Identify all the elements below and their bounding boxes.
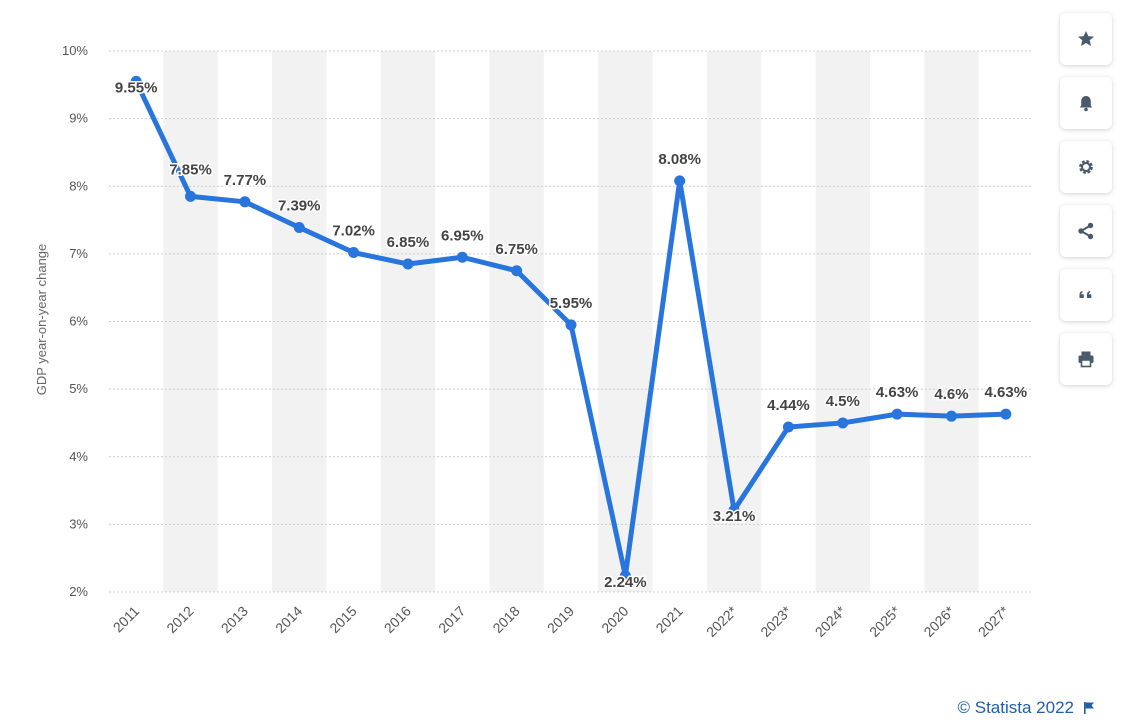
share-icon bbox=[1078, 222, 1094, 240]
data-point bbox=[293, 222, 305, 234]
x-tick-label: 2021 bbox=[652, 603, 685, 636]
favorite-button[interactable] bbox=[1060, 13, 1112, 65]
data-label: 9.55% bbox=[115, 79, 158, 96]
data-label: 3.21% bbox=[713, 508, 756, 525]
share-button[interactable] bbox=[1060, 205, 1112, 257]
x-tick-label: 2025* bbox=[866, 602, 904, 640]
data-label: 7.39% bbox=[278, 198, 321, 215]
x-tick-label: 2015 bbox=[326, 603, 359, 636]
data-label: 8.08% bbox=[658, 151, 701, 168]
cite-button[interactable] bbox=[1060, 269, 1112, 321]
x-tick-label: 2022* bbox=[703, 602, 741, 640]
statista-credit[interactable]: © Statista 2022 bbox=[957, 698, 1075, 717]
x-tick-label: 2019 bbox=[544, 603, 577, 636]
line-chart: 2% 3% 4% 5% 6% 7% 8% 9% 10% GDP year-on-year chan… bbox=[34, 43, 1033, 640]
data-label: 4.6% bbox=[934, 386, 968, 403]
data-point bbox=[456, 251, 468, 263]
x-tick-label: 2023* bbox=[757, 602, 795, 640]
data-label: 2.24% bbox=[604, 574, 647, 591]
x-tick-label: 2020 bbox=[598, 603, 631, 636]
x-tick-label: 2017 bbox=[435, 603, 468, 636]
data-point bbox=[565, 319, 577, 331]
print-button[interactable] bbox=[1060, 333, 1112, 385]
data-point bbox=[348, 247, 360, 259]
data-point bbox=[1000, 408, 1012, 420]
data-label: 7.77% bbox=[224, 172, 267, 189]
x-tick-label: 2014 bbox=[272, 603, 305, 636]
y-axis-title: GDP year-on-year change bbox=[34, 244, 49, 396]
y-tick-label: 4% bbox=[69, 449, 88, 464]
x-tick-label: 2024* bbox=[812, 602, 850, 640]
toolbar bbox=[1060, 13, 1112, 397]
y-tick-label: 3% bbox=[69, 516, 88, 531]
data-point bbox=[619, 570, 631, 582]
data-point bbox=[945, 410, 957, 422]
data-point bbox=[891, 408, 903, 420]
x-tick-label: 2011 bbox=[110, 603, 143, 636]
data-label: 4.63% bbox=[985, 384, 1028, 401]
x-tick-label: 2016 bbox=[381, 603, 414, 636]
x-tick-label: 2012 bbox=[163, 603, 196, 636]
x-tick-label: 2026* bbox=[920, 602, 958, 640]
x-tick-label: 2027* bbox=[975, 602, 1013, 640]
y-tick-label: 8% bbox=[69, 178, 88, 193]
y-tick-label: 6% bbox=[69, 314, 88, 329]
data-label: 6.95% bbox=[441, 227, 484, 244]
settings-button[interactable] bbox=[1060, 141, 1112, 193]
data-point bbox=[511, 265, 523, 277]
data-point bbox=[239, 196, 251, 208]
data-label: 7.02% bbox=[332, 223, 375, 240]
data-label: 7.85% bbox=[169, 161, 212, 178]
gear-icon bbox=[1079, 160, 1093, 174]
y-tick-label: 7% bbox=[69, 246, 88, 261]
star-icon bbox=[1078, 31, 1094, 46]
data-label: 6.85% bbox=[387, 234, 430, 251]
print-icon bbox=[1078, 351, 1094, 368]
flag-icon[interactable] bbox=[1082, 701, 1096, 715]
data-point bbox=[402, 258, 414, 270]
data-label: 4.44% bbox=[767, 397, 810, 414]
footer: © Statista 2022 bbox=[958, 698, 1097, 718]
data-point bbox=[837, 417, 849, 429]
y-tick-label: 5% bbox=[69, 381, 88, 396]
y-tick-label: 2% bbox=[69, 584, 88, 599]
data-point bbox=[130, 75, 142, 87]
data-label: 4.63% bbox=[876, 384, 919, 401]
data-label: 6.75% bbox=[495, 241, 538, 258]
notification-button[interactable] bbox=[1060, 77, 1112, 129]
data-label: 5.95% bbox=[550, 295, 593, 312]
y-tick-label: 9% bbox=[69, 111, 88, 126]
x-tick-label: 2013 bbox=[218, 603, 251, 636]
y-tick-label: 10% bbox=[62, 43, 88, 58]
quote-icon bbox=[1079, 291, 1092, 298]
data-point bbox=[782, 421, 794, 433]
bell-icon bbox=[1079, 96, 1093, 112]
x-tick-label: 2018 bbox=[489, 603, 522, 636]
data-point bbox=[185, 190, 197, 202]
data-label: 4.5% bbox=[826, 393, 860, 410]
data-point bbox=[674, 175, 686, 187]
data-point bbox=[728, 504, 740, 516]
